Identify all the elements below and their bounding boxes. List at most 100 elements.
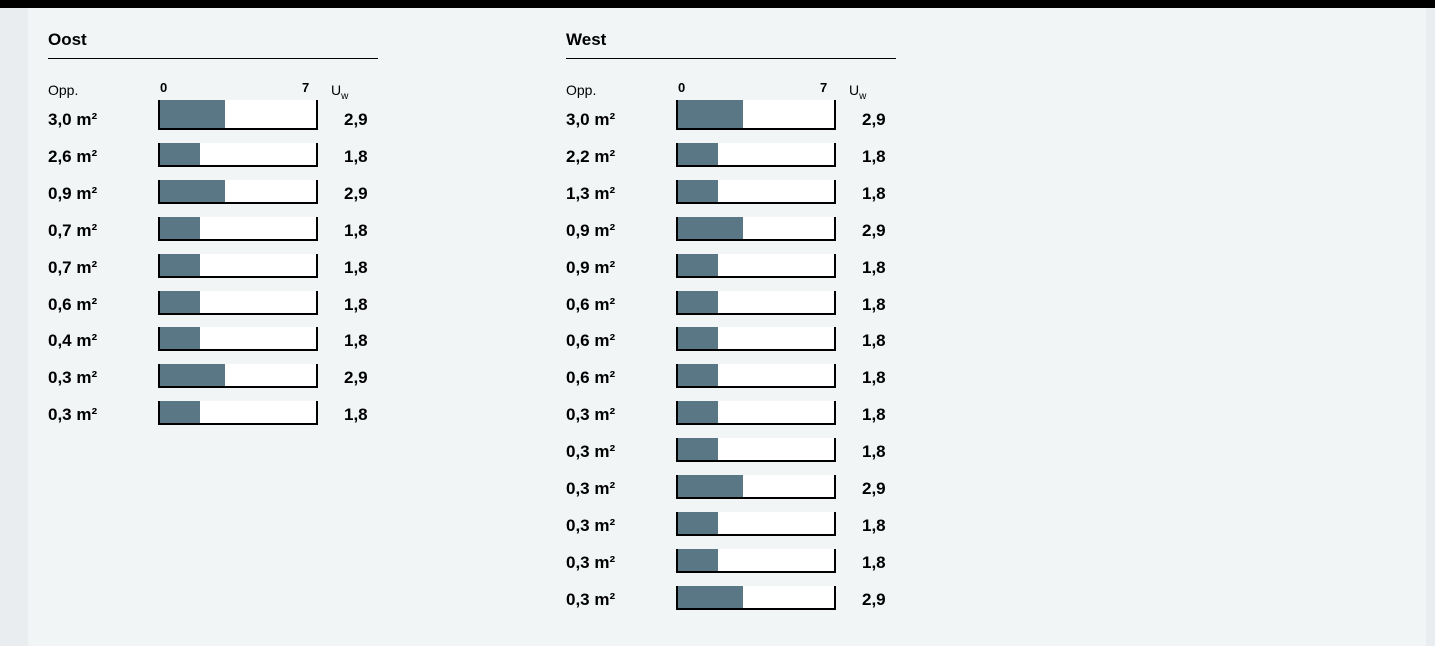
u-value-label: 1,8 — [862, 515, 886, 535]
bar — [678, 364, 719, 387]
bar-track — [676, 100, 836, 130]
u-value-label: 1,8 — [344, 146, 368, 166]
area-label: 0,3 m² — [566, 589, 616, 609]
table-row: 0,3 m² 1,8 — [566, 548, 896, 577]
table-row: 0,3 m² 1,8 — [566, 511, 896, 540]
bar-track — [158, 290, 318, 315]
area-column-header: Opp. — [566, 82, 597, 98]
bar — [160, 401, 201, 424]
area-label: 0,9 m² — [566, 257, 616, 277]
table-row: 0,3 m² 2,9 — [566, 475, 896, 503]
u-value-label: 1,8 — [862, 405, 886, 425]
bar — [678, 216, 743, 239]
bar — [160, 290, 201, 313]
u-value-label: 1,8 — [862, 183, 886, 203]
bar-track — [676, 438, 836, 463]
area-label: 0,6 m² — [48, 294, 98, 314]
bar — [678, 100, 743, 128]
bar-track — [676, 179, 836, 204]
table-row: 0,6 m² 1,8 — [566, 290, 896, 319]
area-label: 2,6 m² — [48, 146, 98, 166]
table-row: 0,7 m² 1,8 — [48, 253, 378, 282]
bar-track — [158, 327, 318, 352]
u-column-header: Uw — [849, 82, 867, 102]
area-label: 0,6 m² — [566, 331, 616, 351]
area-label: 0,3 m² — [566, 405, 616, 425]
table-row: 0,9 m² 2,9 — [566, 216, 896, 245]
bar — [160, 364, 225, 387]
u-value-label: 1,8 — [862, 442, 886, 462]
table-row: 0,4 m² 1,8 — [48, 327, 378, 355]
bar-track — [158, 179, 318, 204]
u-value-label: 1,8 — [862, 552, 886, 572]
bar — [678, 475, 743, 497]
bar-track — [158, 364, 318, 389]
axis-max-label: 7 — [820, 80, 828, 95]
bar — [678, 142, 719, 165]
bar — [678, 585, 743, 608]
bar-track — [676, 585, 836, 610]
bar-track — [676, 401, 836, 426]
bar — [678, 253, 719, 276]
table-row: 0,3 m² 1,8 — [566, 438, 896, 466]
bar-track — [158, 253, 318, 278]
area-label: 0,7 m² — [48, 220, 98, 240]
u-value-label: 1,8 — [344, 405, 368, 425]
area-label: 0,9 m² — [48, 183, 98, 203]
u-value-label: 1,8 — [862, 294, 886, 314]
top-border — [0, 0, 1435, 8]
axis-min-label: 0 — [678, 80, 686, 95]
bar-track — [676, 327, 836, 352]
chart-panel: Oost Opp. 0 7 Uw 3,0 m² 2,9 2,6 m² 1,8 0,9 m… — [28, 8, 1426, 646]
u-value-label: 1,8 — [344, 257, 368, 277]
area-label: 0,9 m² — [566, 220, 616, 240]
bar-track — [676, 216, 836, 241]
area-label: 0,3 m² — [566, 552, 616, 572]
table-row: 0,3 m² 1,8 — [566, 401, 896, 429]
table-row: 0,6 m² 1,8 — [566, 327, 896, 355]
bar — [160, 327, 201, 350]
area-label: 0,3 m² — [566, 442, 616, 462]
table-row: 3,0 m² 2,9 — [48, 100, 378, 134]
table-row: 0,6 m² 1,8 — [566, 364, 896, 392]
bar-track — [676, 548, 836, 573]
area-label: 0,6 m² — [566, 368, 616, 388]
bar — [160, 142, 201, 165]
bar-track — [676, 475, 836, 499]
axis-min-label: 0 — [160, 80, 168, 95]
area-column-header: Opp. — [48, 82, 79, 98]
u-value-label: 2,9 — [862, 220, 886, 240]
bar-track — [158, 216, 318, 241]
u-value-label: 2,9 — [862, 589, 886, 609]
section-title: West — [566, 30, 896, 59]
bar — [160, 253, 201, 276]
u-value-label: 2,9 — [862, 479, 886, 498]
u-value-label: 2,9 — [344, 183, 368, 203]
area-label: 0,3 m² — [48, 368, 98, 388]
bar — [678, 401, 719, 424]
bar-track — [676, 511, 836, 536]
area-label: 0,3 m² — [48, 405, 98, 425]
bar — [678, 290, 719, 313]
area-label: 0,3 m² — [566, 515, 616, 535]
bar-track — [676, 290, 836, 315]
area-label: 0,4 m² — [48, 331, 98, 351]
table-row: 0,3 m² 2,9 — [48, 364, 378, 392]
u-value-label: 1,8 — [862, 146, 886, 166]
bar-track — [158, 100, 318, 130]
bar — [160, 179, 225, 202]
table-row: 2,2 m² 1,8 — [566, 142, 896, 171]
table-row: 0,9 m² 2,9 — [48, 179, 378, 208]
u-value-label: 2,9 — [344, 368, 368, 388]
u-value-label: 1,8 — [862, 368, 886, 388]
u-value-label: 1,8 — [862, 331, 886, 351]
bar — [678, 438, 719, 461]
u-column-header: Uw — [331, 82, 349, 102]
bar-track — [158, 142, 318, 167]
bar-track — [158, 401, 318, 426]
area-label: 3,0 m² — [566, 110, 616, 129]
area-label: 0,7 m² — [48, 257, 98, 277]
section-title: Oost — [48, 30, 378, 59]
table-row: 0,6 m² 1,8 — [48, 290, 378, 319]
bar — [678, 511, 719, 534]
